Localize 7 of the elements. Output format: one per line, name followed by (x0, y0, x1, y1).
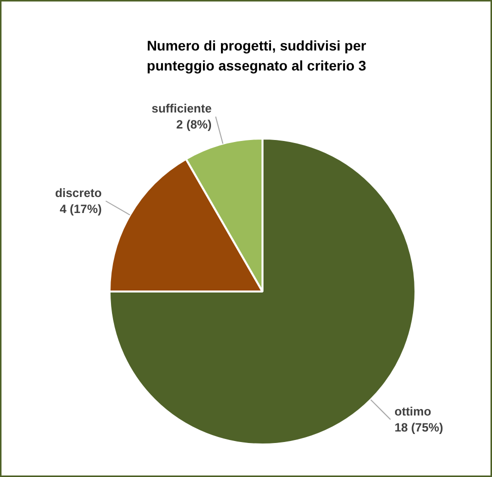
chart-title: Numero di progetti, suddivisi per punteggio assegnato al criterio 3 (146, 38, 367, 74)
data-label: 4 (17%) (60, 202, 102, 216)
slice-label: sufficiente (152, 102, 212, 116)
slice-label: discreto (55, 186, 102, 200)
data-label: 2 (8%) (176, 118, 212, 132)
data-label: 18 (75%) (394, 420, 444, 434)
slice-label: ottimo (394, 404, 432, 418)
